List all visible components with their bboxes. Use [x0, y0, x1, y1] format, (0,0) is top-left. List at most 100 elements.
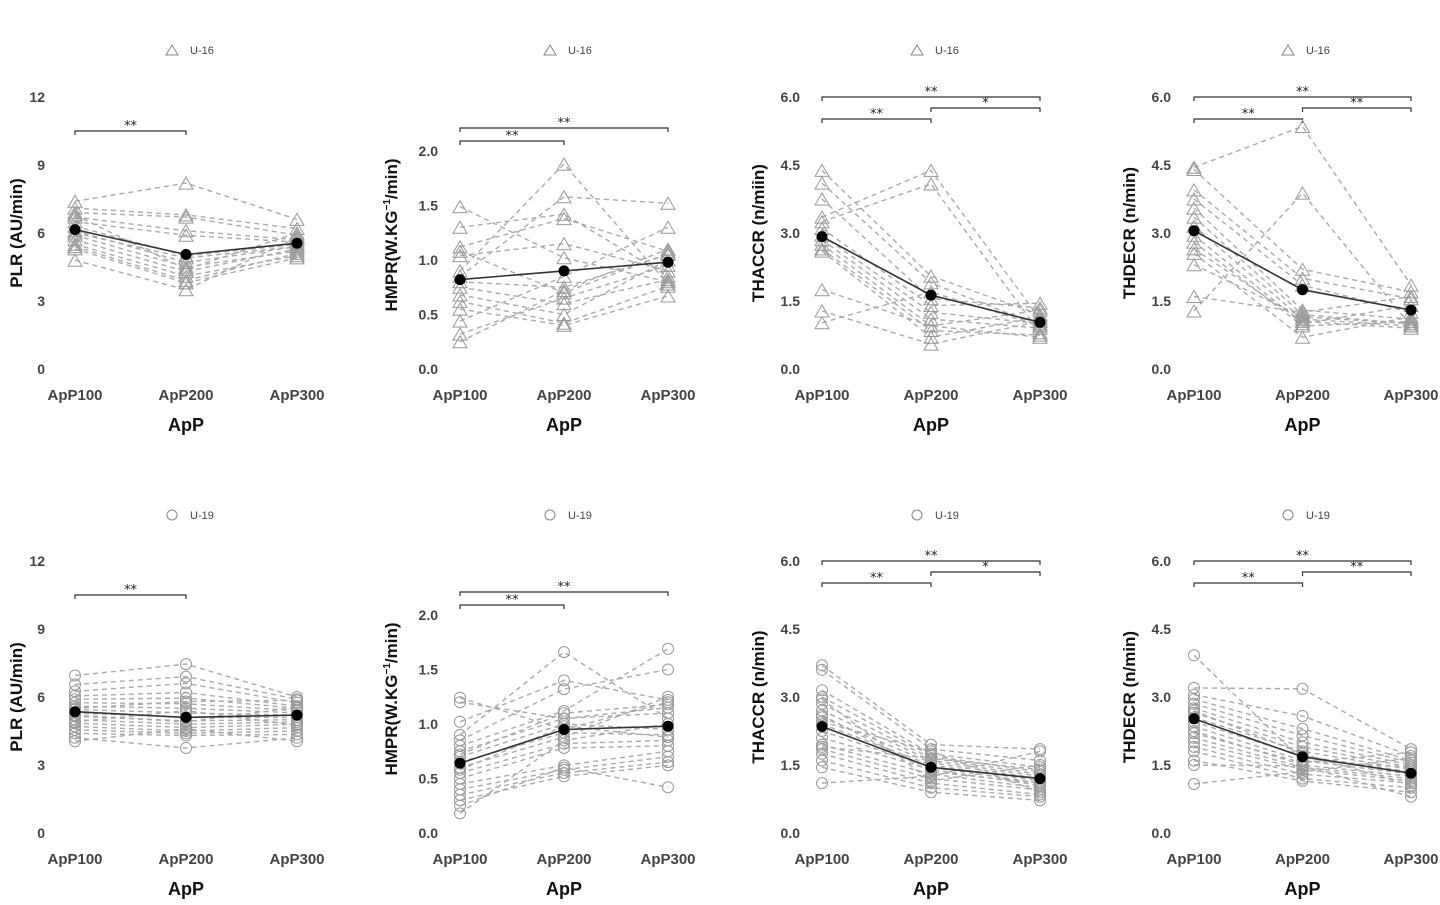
triangle-marker — [556, 316, 572, 330]
significance-label: ** — [1242, 107, 1256, 122]
triangle-marker — [1032, 296, 1048, 310]
x-tick-label: ApP100 — [794, 851, 849, 868]
subject-line — [459, 651, 669, 736]
triangle-marker — [1186, 228, 1202, 242]
triangle-marker — [1294, 330, 1311, 344]
mean-point — [180, 249, 192, 260]
subject-line — [821, 714, 1041, 784]
circle-marker — [291, 725, 303, 737]
bracket-line — [459, 127, 669, 132]
panel-top-4: U-16 0.0 1.5 3.0 4.5 6.0 ApP100 ApP200 ApP300 ApP… — [1120, 44, 1439, 435]
legend: U-19 — [166, 509, 214, 522]
subject-line — [1193, 750, 1412, 789]
bracket-line — [821, 118, 932, 123]
subject-lines — [821, 664, 1041, 802]
subject-line — [74, 663, 298, 698]
y-axis-label-main: HMPR(W.KG — [382, 674, 401, 775]
y-axis-label: THACCR (n/min) — [749, 630, 768, 763]
circle-marker — [662, 750, 674, 763]
subject-line — [1193, 192, 1412, 327]
circle-marker — [454, 715, 466, 728]
circle-marker — [558, 742, 570, 754]
subject-line — [821, 289, 1041, 338]
mean-point — [1405, 304, 1417, 316]
mean-point — [291, 709, 303, 721]
subject-line — [821, 721, 1041, 793]
legend-label: U-16 — [568, 45, 592, 57]
circle-marker — [558, 770, 570, 783]
triangle-marker — [1186, 182, 1202, 197]
triangle-marker — [289, 248, 305, 263]
subject-line — [1193, 225, 1412, 327]
y-axis-label: PLR (AU/min) — [7, 178, 26, 288]
bracket-line — [821, 96, 1041, 101]
subject-line — [74, 709, 298, 726]
x-axis-label: ApP — [546, 415, 582, 435]
triangle-marker — [178, 269, 194, 283]
subject-lines — [459, 163, 669, 343]
legend-triangle-icon — [910, 44, 924, 56]
circle-marker — [558, 707, 570, 720]
triangle-marker — [178, 210, 194, 224]
y-axis-label: THDECR (n/min) — [1120, 167, 1139, 299]
x-tick-label: ApP300 — [1383, 387, 1438, 404]
triangle-marker — [556, 250, 572, 265]
subject-line — [459, 205, 669, 283]
mean-point — [1297, 284, 1308, 296]
triangle-marker — [660, 242, 676, 256]
triangle-marker — [1403, 309, 1419, 324]
triangle-marker — [923, 305, 939, 319]
triangle-marker — [67, 210, 83, 224]
triangle-marker — [814, 176, 830, 190]
subject-line — [74, 207, 298, 230]
y-tick-label: 4.5 — [781, 621, 801, 637]
mean-point — [925, 761, 937, 773]
subject-line — [1193, 737, 1412, 780]
subject-line — [821, 698, 1041, 782]
y-tick-label: 1.0 — [419, 252, 439, 268]
bracket-line — [74, 594, 187, 599]
legend-triangle-icon — [1281, 44, 1295, 56]
y-tick-label: 1.5 — [781, 293, 801, 309]
subject-line — [821, 730, 1041, 784]
significance-label: ** — [558, 116, 572, 131]
panel-bottom-2: U-19 0.0 0.5 1.0 1.5 2.0 ApP100 ApP200 ApP300 ApP… — [382, 509, 696, 899]
triangle-marker — [556, 236, 572, 251]
triangle-marker — [1032, 330, 1048, 344]
triangle-marker — [1032, 321, 1048, 335]
significance-bracket: ** — [821, 85, 1041, 101]
subject-line — [821, 234, 1041, 325]
subject-line — [1193, 725, 1412, 775]
significance-bracket: ** — [1193, 549, 1412, 565]
triangle-marker — [67, 232, 83, 247]
mean-series — [816, 231, 1046, 328]
subject-line — [74, 719, 298, 725]
subject-line — [74, 682, 298, 704]
circle-marker — [816, 693, 828, 706]
subject-line — [821, 746, 1041, 771]
mean-point — [180, 711, 192, 723]
legend-label: U-16 — [190, 45, 214, 57]
bracket-line — [74, 130, 187, 135]
subject-line — [1193, 746, 1412, 784]
x-axis-label: ApP — [168, 879, 204, 899]
subject-line — [74, 705, 298, 714]
mean-point — [558, 724, 570, 735]
triangle-marker — [1032, 328, 1048, 342]
x-tick-label: ApP200 — [1275, 387, 1330, 404]
triangle-marker — [67, 253, 83, 267]
x-axis-label: ApP — [1285, 879, 1321, 899]
triangle-marker — [452, 327, 468, 341]
subject-line — [74, 239, 298, 273]
circle-marker — [1034, 759, 1046, 771]
subject-line — [821, 182, 1041, 327]
subject-line — [1193, 248, 1412, 329]
significance-bracket: ** — [74, 119, 187, 135]
bracket-line — [821, 560, 1041, 565]
triangle-marker — [556, 207, 572, 221]
triangle-marker — [289, 241, 305, 256]
y-tick-label: 0 — [37, 361, 45, 377]
y-tick-label: 0 — [37, 825, 45, 841]
significance-label: ** — [506, 593, 520, 608]
